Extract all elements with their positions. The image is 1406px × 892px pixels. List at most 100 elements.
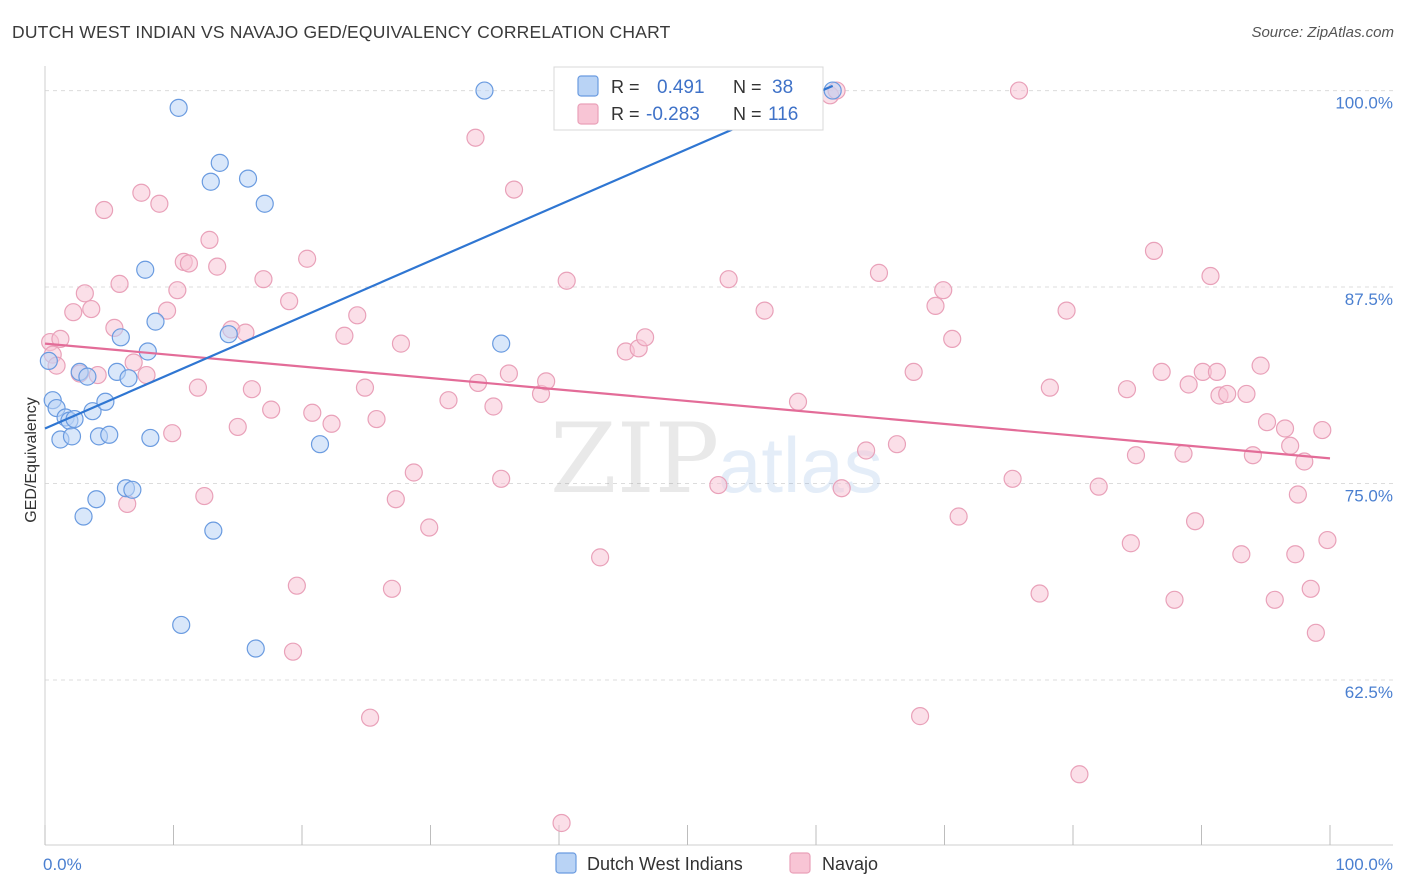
navajo-point-69 (832, 479, 851, 498)
navajo-point-34 (287, 576, 306, 595)
navajo-point-11 (110, 274, 129, 293)
navajo-point-24 (200, 230, 219, 249)
navajo-point-77 (943, 329, 962, 349)
navajo-point-89 (1144, 241, 1164, 260)
watermark: ZIP atlas (550, 403, 883, 515)
navajo-point-58 (557, 271, 576, 290)
stats-swatch-dutch (577, 75, 599, 97)
navajo-point-107 (1281, 436, 1300, 455)
y-tick-label-0: 62.5% (1345, 683, 1393, 702)
navajo-point-54 (504, 180, 524, 199)
navajo-point-33 (283, 642, 303, 661)
navajo-point-35 (298, 249, 317, 268)
navajo-point-65 (755, 301, 774, 320)
navajo-point-48 (439, 391, 458, 410)
navajo-point-104 (1257, 413, 1277, 432)
stats-r-value-navajo: -0.283 (646, 104, 700, 125)
navajo-point-14 (132, 183, 151, 202)
dutch-point-23 (141, 428, 160, 448)
navajo-point-112 (1306, 623, 1325, 642)
stats-legend: R = 0.491 N = 38 R = -0.283 N = 116 (553, 66, 824, 131)
navajo-point-99 (1218, 384, 1237, 404)
stats-r-label-dutch: R = (611, 77, 640, 97)
navajo-point-49 (466, 128, 485, 147)
navajo-point-52 (492, 469, 511, 488)
navajo-point-41 (361, 708, 380, 727)
navajo-point-84 (1070, 765, 1089, 784)
stats-n-value-navajo: 116 (768, 104, 798, 125)
y-axis-label: GED/Equivalency (23, 397, 40, 522)
navajo-point-45 (391, 334, 411, 353)
navajo-point-72 (887, 435, 907, 454)
legend-swatch-dutch (555, 852, 577, 874)
navajo-point-46 (404, 463, 423, 482)
navajo-point-23 (195, 486, 214, 506)
navajo-point-53 (499, 364, 518, 383)
navajo-point-108 (1286, 545, 1305, 564)
y-tick-label-1: 75.0% (1345, 487, 1393, 506)
navajo-point-100 (1232, 545, 1251, 564)
legend-label-navajo: Navajo (822, 854, 878, 874)
navajo-point-44 (386, 490, 405, 509)
navajo-point-86 (1117, 380, 1137, 399)
navajo-point-88 (1126, 446, 1146, 465)
navajo-point-38 (335, 326, 354, 345)
navajo-point-37 (322, 414, 341, 433)
navajo-point-75 (926, 296, 945, 315)
navajo-point-97 (1207, 362, 1227, 382)
navajo-point-73 (904, 362, 923, 382)
navajo-point-82 (1040, 378, 1059, 397)
y-tick-label-2: 87.5% (1345, 290, 1393, 309)
dutch-point-9 (74, 507, 93, 526)
stats-n-value-dutch: 38 (772, 77, 793, 98)
navajo-point-36 (303, 403, 322, 422)
navajo-point-43 (382, 579, 402, 598)
navajo-point-92 (1174, 444, 1193, 463)
navajo-point-31 (262, 400, 281, 419)
navajo-point-71 (869, 263, 889, 282)
dutch-point-6 (62, 427, 82, 446)
navajo-point-87 (1121, 534, 1140, 553)
navajo-point-78 (949, 507, 968, 526)
chart-title: DUTCH WEST INDIAN VS NAVAJO GED/EQUIVALE… (12, 22, 671, 42)
dutch-point-10 (78, 367, 97, 386)
navajo-point-106 (1275, 419, 1295, 438)
navajo-point-96 (1201, 266, 1220, 286)
navajo-point-7 (82, 299, 101, 319)
dutch-point-0 (39, 351, 58, 371)
dutch-point-35 (475, 81, 494, 100)
navajo-point-105 (1265, 590, 1284, 609)
dutch-points (39, 81, 842, 658)
grid-lines (45, 90, 1393, 681)
navajo-point-66 (788, 392, 808, 411)
stats-swatch-navajo (577, 103, 599, 125)
navajo-point-62 (635, 328, 655, 347)
dutch-point-24 (146, 312, 165, 331)
dutch-point-34 (310, 435, 330, 454)
dutch-point-26 (172, 615, 191, 635)
navajo-point-114 (1318, 530, 1337, 550)
navajo-point-81 (1030, 584, 1049, 603)
dutch-point-33 (255, 194, 274, 213)
navajo-trend-line (44, 342, 1331, 460)
dutch-point-15 (100, 425, 119, 444)
navajo-point-85 (1089, 477, 1108, 496)
dutch-point-17 (111, 328, 130, 347)
navajo-point-21 (179, 254, 199, 273)
stats-r-value-dutch: 0.491 (657, 77, 705, 98)
navajo-point-83 (1057, 301, 1076, 320)
navajo-point-113 (1313, 420, 1332, 440)
navajo-point-16 (150, 194, 169, 213)
navajo-point-9 (95, 200, 114, 220)
navajo-point-19 (168, 281, 187, 300)
navajo-point-59 (591, 548, 610, 567)
navajo-point-13 (124, 353, 143, 372)
watermark-atlas: atlas (718, 421, 883, 509)
navajo-point-25 (208, 257, 227, 276)
navajo-point-102 (1243, 446, 1263, 465)
navajo-point-91 (1165, 590, 1184, 609)
navajo-point-63 (709, 475, 728, 495)
watermark-zip: ZIP (550, 403, 719, 515)
dutch-point-25 (169, 98, 188, 117)
